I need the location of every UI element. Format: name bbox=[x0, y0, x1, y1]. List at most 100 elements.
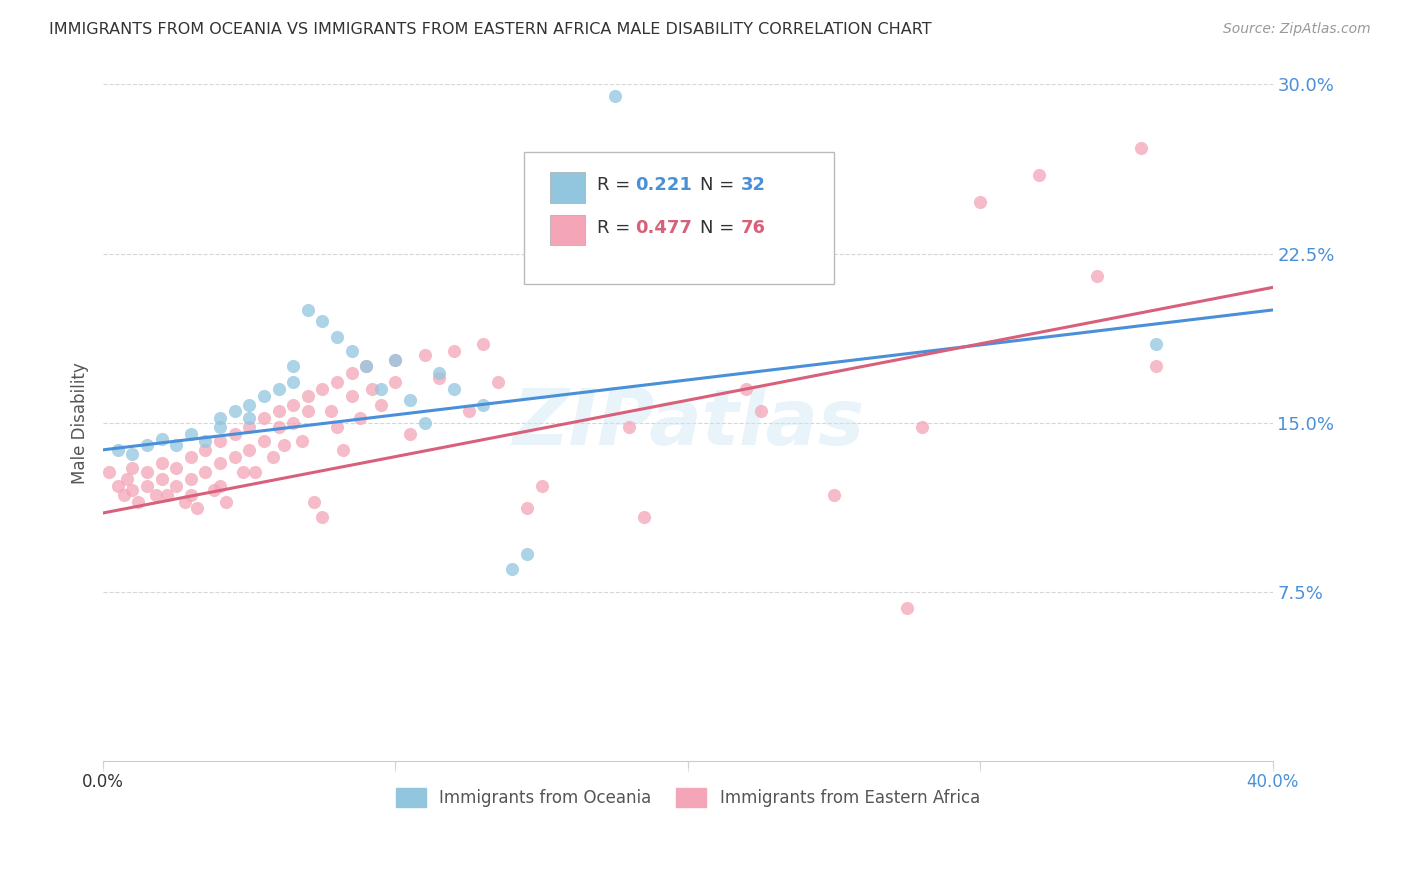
Point bbox=[283, 359, 305, 374]
Point bbox=[427, 370, 450, 384]
Point bbox=[224, 450, 246, 464]
Point bbox=[262, 450, 284, 464]
Point bbox=[165, 461, 187, 475]
Legend: Immigrants from Oceania, Immigrants from Eastern Africa: Immigrants from Oceania, Immigrants from… bbox=[389, 781, 987, 814]
Point bbox=[326, 375, 349, 389]
Point bbox=[361, 382, 384, 396]
FancyBboxPatch shape bbox=[524, 153, 834, 284]
Point bbox=[969, 194, 991, 209]
Point bbox=[1144, 336, 1167, 351]
Point bbox=[112, 488, 135, 502]
Point bbox=[457, 404, 479, 418]
Point bbox=[283, 375, 305, 389]
Point bbox=[311, 382, 333, 396]
Point bbox=[115, 472, 138, 486]
Point bbox=[174, 494, 197, 508]
Point bbox=[823, 488, 845, 502]
Point bbox=[180, 472, 202, 486]
Point bbox=[136, 438, 159, 452]
Point bbox=[121, 483, 143, 498]
Point bbox=[516, 501, 538, 516]
Point bbox=[253, 434, 276, 448]
Point bbox=[633, 510, 655, 524]
Point bbox=[180, 450, 202, 464]
Point bbox=[516, 547, 538, 561]
Point bbox=[238, 420, 260, 434]
Point bbox=[619, 420, 641, 434]
Point bbox=[253, 411, 276, 425]
Text: Source: ZipAtlas.com: Source: ZipAtlas.com bbox=[1223, 22, 1371, 37]
Point bbox=[735, 382, 758, 396]
Point bbox=[194, 466, 217, 480]
Point bbox=[156, 488, 179, 502]
Point bbox=[224, 404, 246, 418]
Point bbox=[413, 348, 436, 362]
Point bbox=[209, 456, 232, 470]
Point bbox=[297, 303, 319, 318]
Point bbox=[238, 398, 260, 412]
Point bbox=[283, 416, 305, 430]
Point bbox=[186, 501, 208, 516]
Point bbox=[107, 442, 129, 457]
Point bbox=[1085, 269, 1108, 284]
Point bbox=[215, 494, 238, 508]
Point bbox=[224, 427, 246, 442]
Point bbox=[209, 411, 232, 425]
Point bbox=[896, 600, 918, 615]
Point bbox=[472, 336, 495, 351]
Text: 76: 76 bbox=[741, 219, 765, 237]
Point bbox=[283, 398, 305, 412]
Point bbox=[232, 466, 254, 480]
Point bbox=[911, 420, 934, 434]
Point bbox=[253, 389, 276, 403]
Point bbox=[165, 479, 187, 493]
Point bbox=[321, 404, 343, 418]
Point bbox=[486, 375, 509, 389]
Point bbox=[340, 389, 363, 403]
Point bbox=[127, 494, 149, 508]
Point bbox=[354, 359, 377, 374]
Point bbox=[384, 352, 406, 367]
Point bbox=[413, 416, 436, 430]
Point bbox=[267, 382, 290, 396]
Point bbox=[180, 488, 202, 502]
Point bbox=[136, 479, 159, 493]
Point bbox=[472, 398, 495, 412]
Point bbox=[399, 393, 422, 408]
FancyBboxPatch shape bbox=[550, 172, 585, 202]
Point bbox=[530, 479, 553, 493]
Point bbox=[194, 442, 217, 457]
Point bbox=[238, 411, 260, 425]
Point bbox=[297, 404, 319, 418]
Point bbox=[501, 562, 523, 576]
Point bbox=[209, 479, 232, 493]
Text: 0.221: 0.221 bbox=[636, 176, 692, 194]
Point bbox=[150, 456, 173, 470]
Point bbox=[311, 314, 333, 328]
Point bbox=[326, 330, 349, 344]
Text: N =: N = bbox=[700, 219, 740, 237]
Point bbox=[332, 442, 354, 457]
Point bbox=[202, 483, 225, 498]
Point bbox=[150, 472, 173, 486]
Text: N =: N = bbox=[700, 176, 740, 194]
Point bbox=[340, 366, 363, 380]
Point bbox=[349, 411, 371, 425]
Point bbox=[1028, 168, 1050, 182]
Point bbox=[273, 438, 295, 452]
Point bbox=[603, 88, 626, 103]
Text: 32: 32 bbox=[741, 176, 765, 194]
Point bbox=[399, 427, 422, 442]
Y-axis label: Male Disability: Male Disability bbox=[72, 362, 89, 483]
Point bbox=[209, 434, 232, 448]
Text: R =: R = bbox=[596, 219, 636, 237]
Point bbox=[121, 461, 143, 475]
Point bbox=[243, 466, 266, 480]
Point bbox=[209, 420, 232, 434]
Point bbox=[384, 375, 406, 389]
Point bbox=[238, 442, 260, 457]
Point bbox=[427, 366, 450, 380]
Text: 0.477: 0.477 bbox=[636, 219, 692, 237]
Point bbox=[1129, 140, 1152, 154]
Point bbox=[136, 466, 159, 480]
